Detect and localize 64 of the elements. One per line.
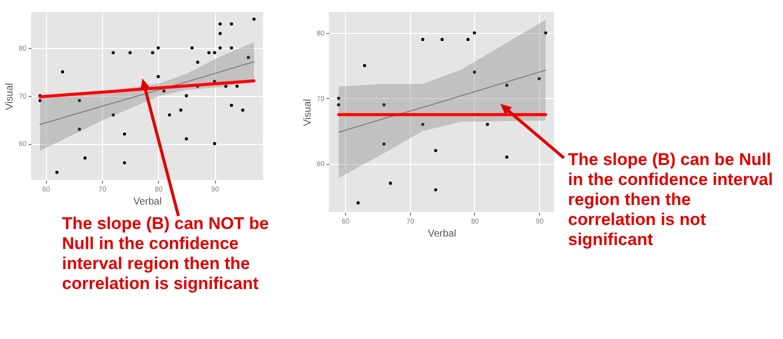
point: [486, 122, 489, 126]
line-series: [338, 70, 546, 133]
point: [55, 170, 58, 174]
point: [382, 103, 386, 106]
point: [224, 84, 228, 88]
x-axis-title: Verbal: [133, 196, 162, 208]
point: [440, 38, 444, 42]
point: [505, 156, 508, 159]
point: [218, 46, 222, 50]
point: [38, 98, 42, 102]
point: [252, 18, 256, 21]
point: [241, 108, 244, 112]
point: [60, 70, 64, 74]
point: [168, 113, 172, 116]
x-axis-title: Verbal: [428, 228, 456, 240]
point: [78, 98, 82, 102]
annotation: The slope (B) can NOT be Null in the confidence interval region then the correlation is significant: [62, 214, 270, 294]
point: [362, 64, 366, 68]
point: [538, 77, 541, 80]
point: [472, 31, 476, 34]
y-axis-title: Visual: [302, 98, 314, 126]
point: [472, 70, 476, 74]
point: [246, 56, 250, 60]
point: [151, 51, 154, 54]
point: [337, 96, 340, 100]
point: [212, 142, 216, 146]
point: [212, 51, 216, 54]
point: [156, 46, 160, 50]
point: [230, 22, 234, 26]
point: [78, 128, 82, 131]
point: [190, 46, 194, 50]
point: [466, 38, 470, 42]
point: [544, 31, 548, 34]
point: [184, 94, 188, 98]
point: [236, 84, 239, 88]
point: [156, 75, 160, 78]
point: [230, 46, 234, 50]
point: [421, 38, 424, 42]
point: [218, 32, 222, 36]
point: [196, 60, 200, 64]
point: [122, 132, 126, 136]
point: [337, 103, 340, 106]
point: [434, 188, 438, 192]
point: [128, 51, 132, 54]
point: [505, 84, 508, 87]
y-axis-title: Visual: [4, 82, 16, 110]
point: [382, 142, 386, 146]
point: [112, 51, 115, 54]
point: [218, 22, 222, 26]
point: [112, 113, 115, 116]
line-series: [40, 61, 254, 125]
point: [421, 122, 424, 126]
point: [184, 137, 188, 140]
point: [179, 108, 182, 112]
point: [207, 51, 211, 54]
annotation: The slope (B) can be Null in the confidence interval region then the correlation is not significant: [568, 150, 774, 250]
point: [83, 156, 87, 160]
point: [434, 148, 438, 152]
point: [230, 104, 234, 107]
point: [356, 201, 360, 204]
point: [388, 182, 392, 185]
point: [122, 161, 126, 164]
point: [212, 80, 216, 83]
point: [162, 89, 166, 93]
